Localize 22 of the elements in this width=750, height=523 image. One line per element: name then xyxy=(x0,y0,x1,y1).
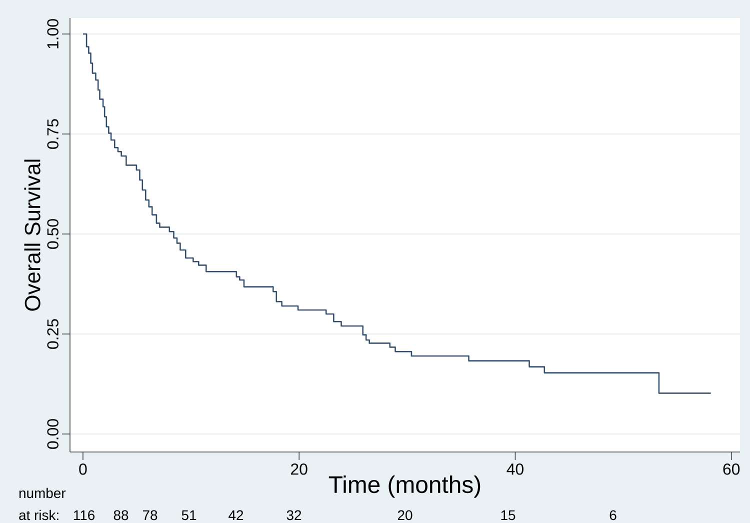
text: 15 xyxy=(501,510,516,520)
text: number xyxy=(19,488,66,498)
text: at risk: xyxy=(19,510,58,520)
x-tick-label: 60 xyxy=(723,463,740,475)
y-axis-title: Overall Survival xyxy=(24,160,40,310)
y-tick-label: 0.75 xyxy=(47,118,58,149)
y-tick-label: 1.00 xyxy=(47,18,58,48)
y-tick-label: 0.00 xyxy=(47,418,58,449)
text: 51 xyxy=(182,510,196,520)
text: 32 xyxy=(286,510,302,520)
text: 88 xyxy=(114,510,128,520)
text: 42 xyxy=(228,510,244,520)
text: 116 xyxy=(74,510,95,520)
y-tick-label: 0.50 xyxy=(47,218,58,249)
x-tick-label: 0 xyxy=(79,463,87,475)
text: 20 xyxy=(398,510,412,520)
x-tick-label: 40 xyxy=(506,463,524,475)
x-tick-label: 20 xyxy=(291,463,308,475)
x-axis-title: Time (months) xyxy=(328,475,480,498)
y-tick-label: 0.25 xyxy=(47,318,58,349)
text: 6 xyxy=(610,510,616,520)
text: 78 xyxy=(142,510,158,520)
